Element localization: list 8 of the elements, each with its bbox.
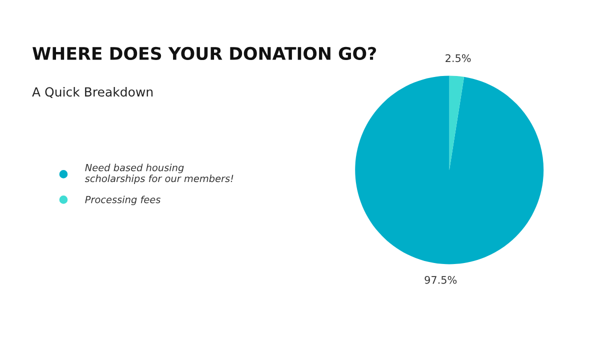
data-label: 97.5% <box>424 276 457 284</box>
legend-label: Need based housing scholarships for our members! <box>84 164 234 184</box>
chart-title: WHERE DOES YOUR DONATION GO? <box>32 46 376 60</box>
data-label: 2.5% <box>446 54 471 62</box>
pie-slice <box>449 76 464 170</box>
text: A Quick Breakdown <box>32 86 153 98</box>
pie-slice <box>355 76 544 264</box>
legend-label: Processing fees <box>85 196 160 206</box>
